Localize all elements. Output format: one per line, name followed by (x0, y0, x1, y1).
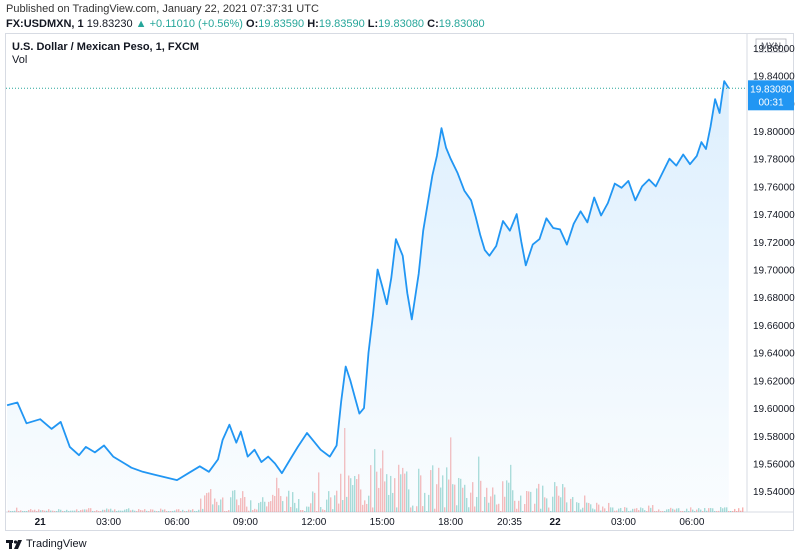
open-label: O: (246, 18, 259, 30)
volume-bar (742, 507, 744, 512)
y-tick-label: 19.80000 (753, 127, 795, 138)
volume-bar (734, 508, 736, 512)
x-tick-label: 18:00 (438, 517, 463, 528)
y-tick-label: 19.84000 (753, 72, 795, 83)
x-tick-label: 03:00 (611, 517, 636, 528)
symbol-label: FX:USDMXN, 1 (6, 18, 84, 30)
last-price-badge (748, 80, 794, 111)
y-tick-label: 19.78000 (753, 155, 795, 166)
x-tick-label: 12:00 (301, 517, 326, 528)
y-tick-label: 19.72000 (753, 238, 795, 249)
y-tick-label: 19.70000 (753, 266, 795, 277)
low-value: 19.83080 (378, 18, 425, 30)
chart-frame (5, 33, 794, 531)
currency-tag (755, 38, 787, 53)
currency-tag-label: MXN (761, 41, 781, 51)
x-tick-label: 21 (35, 517, 47, 528)
volume-bar (736, 511, 738, 512)
tradingview-logo-icon (6, 539, 22, 550)
last-price-badge-label: 19.83080 (750, 84, 792, 95)
volume-bar (738, 508, 740, 512)
y-tick-label: 19.60000 (753, 404, 795, 415)
change-arrow: ▲ (135, 18, 147, 30)
price-area (7, 81, 729, 512)
close-label: C: (427, 18, 439, 30)
volume-bar (732, 511, 734, 512)
open-value: 19.83590 (258, 18, 305, 30)
y-tick-label: 19.54000 (753, 487, 795, 498)
x-tick-label: 20:35 (497, 517, 522, 528)
y-tick-label: 19.68000 (753, 293, 795, 304)
x-tick-label: 15:00 (370, 517, 395, 528)
price-line (6, 80, 730, 481)
last-price: 19.83230 (86, 18, 133, 30)
high-value: 19.83590 (318, 18, 365, 30)
x-tick-label: 03:00 (96, 517, 121, 528)
published-line: Published on TradingView.com, January 22… (6, 3, 319, 15)
x-tick-label: 22 (550, 517, 562, 528)
ohlc-legend: FX:USDMXN, 1 19.83230 ▲ +0.11010 (+0.56%… (6, 18, 485, 30)
x-tick-label: 06:00 (679, 517, 704, 528)
footer: TradingView (6, 538, 87, 550)
y-tick-label: 19.58000 (753, 432, 795, 443)
change-value: +0.11010 (+0.56%) (149, 18, 243, 30)
countdown-label: 00:31 (758, 97, 783, 108)
high-label: H: (307, 18, 319, 30)
y-tick-label: 19.66000 (753, 321, 795, 332)
y-tick-label: 19.74000 (753, 210, 795, 221)
y-tick-label: 19.86000 (753, 44, 795, 55)
y-tick-label: 19.64000 (753, 349, 795, 360)
x-tick-label: 06:00 (164, 517, 189, 528)
low-label: L: (367, 18, 379, 30)
y-tick-label: 19.56000 (753, 460, 795, 471)
x-tick-label: 09:00 (233, 517, 258, 528)
y-tick-label: 19.62000 (753, 376, 795, 387)
y-tick-label: 19.76000 (753, 182, 795, 193)
volume-bar (730, 511, 732, 512)
volume-bar (740, 510, 742, 512)
close-value: 19.83080 (438, 18, 485, 30)
volume-label: Vol (12, 54, 28, 66)
footer-brand: TradingView (26, 538, 87, 550)
chart-title: U.S. Dollar / Mexican Peso, 1, FXCM (12, 41, 200, 53)
